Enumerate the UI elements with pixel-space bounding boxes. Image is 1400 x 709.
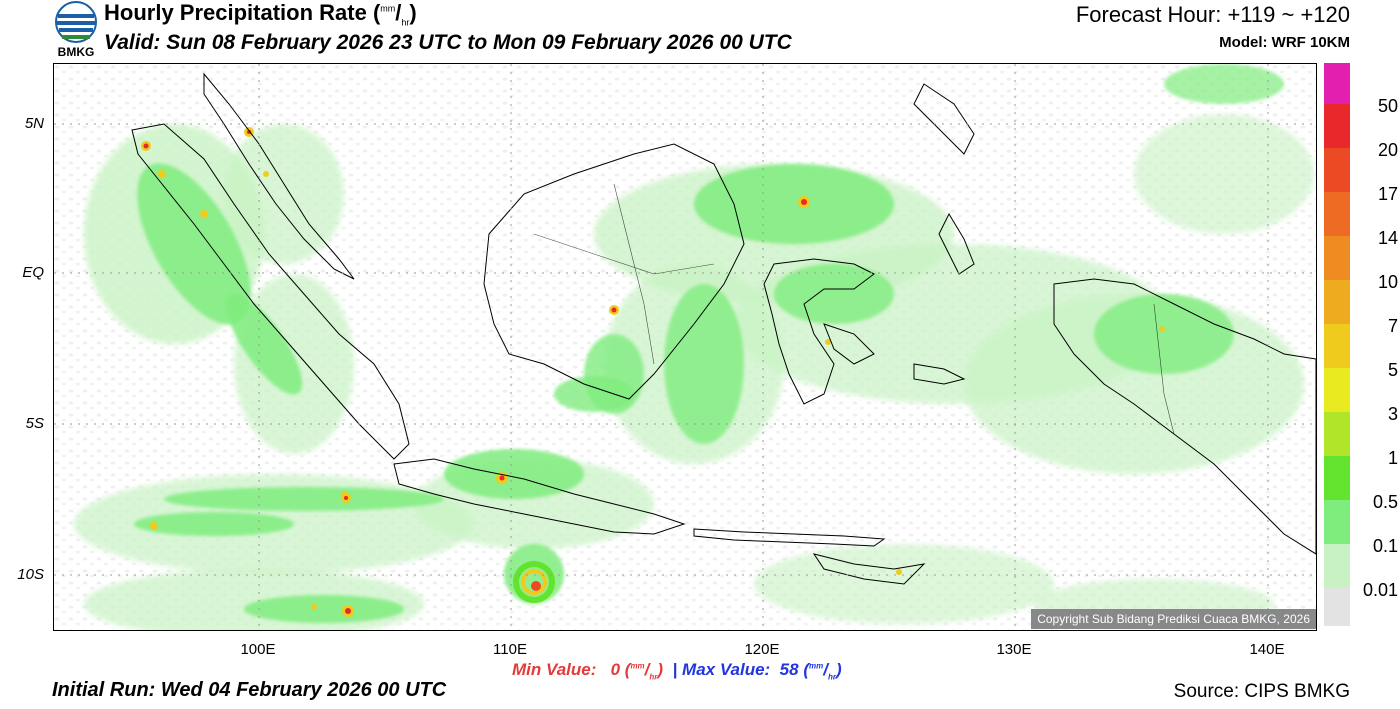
min-value: Min Value: 0 (mm/hr) <box>512 660 664 682</box>
legend-label: 3 <box>1387 404 1398 424</box>
lat-tick-10s: 10S <box>17 566 44 583</box>
lat-tick-5s: 5S <box>25 415 44 432</box>
heavy-rain-cores <box>141 127 1165 617</box>
max-label: Max Value: <box>682 660 771 679</box>
title-unit-sub: hr <box>401 17 410 28</box>
min-max-separator: | <box>672 660 678 679</box>
legend-swatch <box>1324 192 1350 236</box>
min-unit-sub: hr <box>649 672 658 682</box>
legend-label: 5 <box>1387 360 1398 380</box>
precipitation-map[interactable]: Copyright Sub Bidang Prediksi Cuaca BMKG… <box>53 63 1317 631</box>
legend-label: 0.01 <box>1362 580 1398 600</box>
legend-swatch <box>1324 104 1350 148</box>
legend-swatch <box>1324 412 1350 456</box>
legend-swatch <box>1324 324 1350 368</box>
lon-tick-120e: 120E <box>744 641 780 658</box>
max-number: 58 <box>779 660 799 679</box>
legend-label: 7 <box>1387 316 1398 336</box>
title-unit-sep: / <box>395 0 402 25</box>
legend-swatch <box>1324 236 1350 280</box>
title-unit-sup: mm <box>380 3 396 14</box>
legend-swatch <box>1324 63 1350 104</box>
legend-swatch <box>1324 544 1350 588</box>
legend-label: 10 <box>1377 272 1398 292</box>
bmkg-logo: BMKG <box>52 0 100 60</box>
legend-label: 20 <box>1377 140 1398 160</box>
title-close: ) <box>409 0 417 25</box>
legend-swatch <box>1324 500 1350 544</box>
max-unit-open: ( <box>803 660 809 679</box>
legend-label: 0.5 <box>1372 492 1398 512</box>
initial-run: Initial Run: Wed 04 February 2026 00 UTC <box>52 679 447 701</box>
lon-tick-110e: 110E <box>493 641 527 658</box>
valid-time: Valid: Sun 08 February 2026 23 UTC to Mo… <box>104 31 792 54</box>
lon-tick-100e: 100E <box>240 641 276 658</box>
province-boundaries <box>533 183 1175 435</box>
legend-swatch <box>1324 456 1350 500</box>
legend-label: 17 <box>1377 184 1398 204</box>
min-unit-open: ( <box>624 660 631 679</box>
max-unit-close: ) <box>835 660 842 679</box>
lon-tick-130e: 130E <box>996 641 1032 658</box>
lat-tick-5n: 5N <box>24 115 44 132</box>
source-credit: Source: CIPS BMKG <box>1173 681 1350 702</box>
min-label: Min Value: <box>512 660 597 679</box>
max-unit-sub: hr <box>827 672 836 682</box>
legend-label: 0.1 <box>1372 536 1398 556</box>
legend-swatch <box>1324 148 1350 192</box>
legend-swatch <box>1324 368 1350 412</box>
title-text: Hourly Precipitation Rate ( <box>104 0 381 25</box>
bmkg-logo-icon <box>55 1 97 43</box>
min-unit-sep: / <box>644 660 650 679</box>
min-number: 0 <box>610 660 621 679</box>
lon-tick-140e: 140E <box>1249 641 1285 658</box>
copyright-notice: Copyright Sub Bidang Prediksi Cuaca BMKG… <box>1031 609 1316 629</box>
coastlines <box>131 72 1316 585</box>
min-unit-sup: mm <box>630 661 645 671</box>
model-name: Model: WRF 10KM <box>1219 34 1350 51</box>
max-value: Max Value: 58 (mm/hr) <box>682 660 842 682</box>
forecast-hour: Forecast Hour: +119 ~ +120 <box>1075 2 1350 27</box>
legend-label: 1 <box>1387 448 1398 468</box>
max-unit-sep: / <box>823 660 828 679</box>
moderate-rain-areas <box>134 64 1284 623</box>
max-unit-sup: mm <box>809 661 824 671</box>
legend-swatch <box>1324 588 1350 626</box>
page-title: Hourly Precipitation Rate (mm/hr) <box>104 0 417 27</box>
lat-tick-eq: EQ <box>22 264 44 281</box>
color-legend: 50 20 17 14 10 7 5 3 1 0.5 0.1 0.01 <box>1322 63 1400 626</box>
logo-text: BMKG <box>57 45 95 59</box>
min-unit-close: ) <box>657 660 664 679</box>
legend-swatch <box>1324 280 1350 324</box>
legend-label: 14 <box>1377 228 1398 248</box>
min-max-values: Min Value: 0 (mm/hr) | Max Value: 58 (mm… <box>512 660 842 681</box>
legend-label: 50 <box>1377 96 1398 116</box>
map-canvas <box>54 64 1316 630</box>
